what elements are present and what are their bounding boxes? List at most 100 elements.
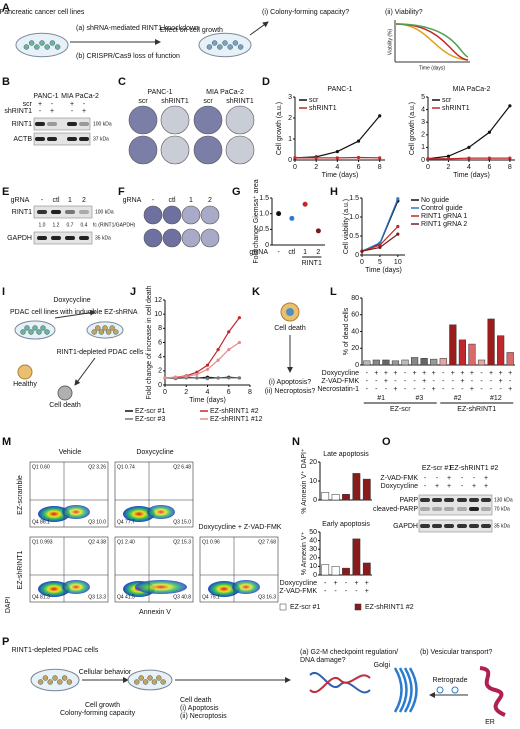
sign: - [51,101,54,108]
panel-label: F [118,186,125,198]
y-tick-label: 5 [421,94,425,101]
group-label: RINT1 [302,260,322,267]
legend-label: EZ-scr #1 [135,408,165,415]
chart-title: Early apoptosis [322,521,370,528]
text: Effect on cell growth [160,27,223,34]
y-tick-label: 1 [421,144,425,151]
cell-icon [160,679,166,685]
text: (a) G2-M checkpoint regulation/ [300,649,398,656]
band [420,507,430,511]
sign: - [436,475,439,482]
condition-label: Z-VAD-FMK [279,588,317,595]
quadrant-value: Q2 3.26 [88,464,106,470]
condition-sign: - [499,386,502,393]
band [432,524,442,528]
sign: + [38,101,42,108]
text: Cell death [49,402,81,409]
lane-label: ctl [169,197,176,204]
cell-icon [102,325,108,331]
condition-sign: - [442,370,445,377]
band [35,122,45,126]
bar [410,357,419,366]
legend-label: RINT1 gRNA 2 [421,221,467,228]
quant: 0.4 [81,222,88,228]
condition-sign: - [324,580,327,587]
legend-label: EZ-shRINT1 #2 [210,408,259,415]
cell-icon [42,675,49,681]
condition-sign: - [345,588,348,595]
legend-label: scr [309,97,319,104]
point [335,156,339,160]
point [237,316,241,320]
lane-label: - [41,197,44,204]
axis-label: DAPI [5,597,12,613]
quadrant-value: Q3 40.8 [173,594,191,600]
point [216,347,220,352]
marker-label: 130 kDa [494,497,513,503]
golgi-icon [398,667,408,713]
y-tick-label: 4 [158,354,162,361]
condition-sign: - [375,386,378,393]
bar [362,478,371,501]
population [208,581,240,597]
cell-icon [17,364,33,380]
quadrant-value: Q2 4.38 [88,539,106,545]
y-tick-label: 30 [309,546,317,553]
well [225,135,255,165]
cell-icon [227,44,233,50]
quadrant-value: Q4 75.1 [202,594,220,600]
legend-key [354,603,362,611]
condition-sign: - [480,370,483,377]
text: RINT1-depleted PDAC cells [12,647,99,654]
group-label: #12 [490,395,502,402]
point [467,156,471,160]
point [195,376,199,380]
point [205,367,210,372]
condition-sign: + [470,370,474,377]
quadrant-value: Q1 0.74 [117,464,135,470]
band [65,236,75,240]
cell-icon [28,329,34,335]
sign: - [71,108,74,115]
quadrant-value: Q1 0.60 [32,464,50,470]
x-axis-label: Time (days) [189,397,226,404]
axis-label: Annexin V [139,609,171,616]
population [135,580,187,594]
band-label: GAPDH [7,235,32,242]
condition-sign: - [480,378,483,385]
legend-key [279,603,287,611]
condition-sign: - [385,386,388,393]
point [227,330,231,334]
curve [395,23,469,58]
quadrant-value: Q4 81.3 [32,594,50,600]
x-tick-label: 6 [357,164,361,171]
row-label: EZ-shRINT1 [17,550,24,589]
group-label: #3 [415,395,423,402]
x-tick-label: 5 [378,259,382,266]
cell-icon [28,40,35,46]
y-tick-label: 0 [421,157,425,164]
band-label: RINT1 [12,121,32,128]
sign: - [39,108,42,115]
well [162,205,182,225]
well [143,228,163,248]
condition-sign: + [432,386,436,393]
point [487,130,492,134]
condition-sign: + [460,370,464,377]
quadrant-value: Q2 7.68 [258,539,276,545]
bar [420,358,428,366]
condition-sign: - [366,386,369,393]
condition-sign: - [442,378,445,385]
y-tick-label: 50 [309,529,317,536]
bar [506,352,514,366]
y-tick-label: 1.0 [349,214,359,221]
y-tick-label: 12 [154,297,162,304]
y-tick-label: 80 [351,295,359,302]
bar [321,492,330,501]
cell-icon [66,679,73,685]
well [181,205,201,225]
band [37,236,47,240]
x-axis-label: Time (days) [322,172,359,179]
text: (i) Colony-forming capacity? [262,9,349,16]
point [163,376,167,380]
